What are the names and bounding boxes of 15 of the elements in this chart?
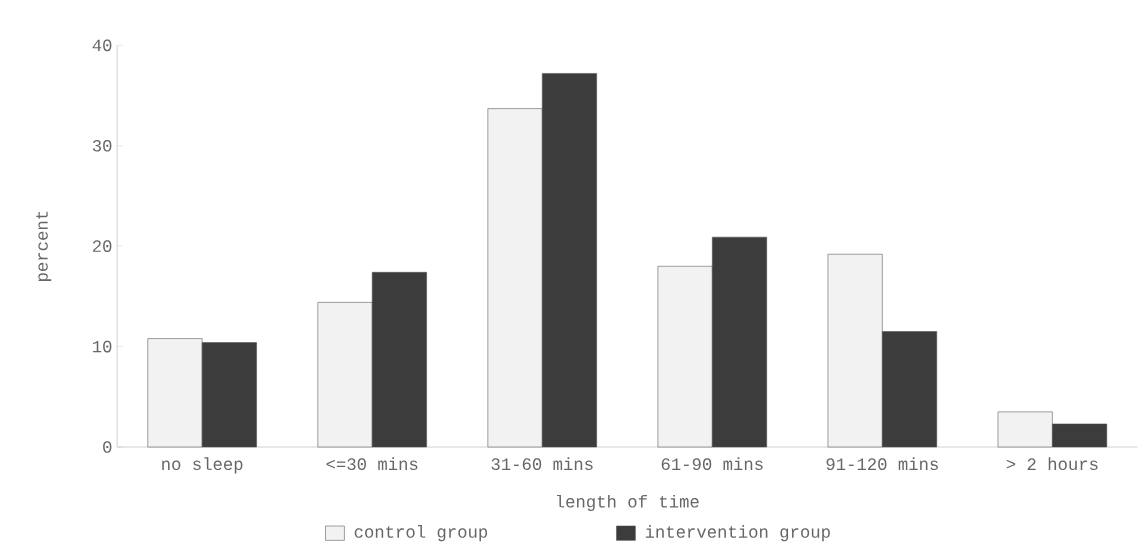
y-tick-label: 30: [92, 139, 112, 152]
x-tick-label: 91-120 mins: [826, 457, 938, 471]
legend-label: intervention group: [645, 525, 830, 542]
legend-label: control group: [354, 525, 488, 542]
y-tick-label: 40: [92, 39, 112, 52]
x-tick-label: > 2 hours: [1006, 457, 1098, 471]
x-tick-label: 61-90 mins: [661, 457, 763, 471]
y-tick-label: 10: [92, 340, 112, 353]
x-axis-title: length of time: [557, 494, 699, 512]
y-tick-label: 0: [103, 441, 112, 453]
x-tick-label: 31-60 mins: [491, 457, 593, 471]
y-tick-label: 20: [92, 240, 112, 253]
x-tick-label: no sleep: [162, 457, 243, 474]
y-axis-title: percent: [36, 211, 52, 281]
x-tick-label: <=30 mins: [326, 457, 418, 471]
